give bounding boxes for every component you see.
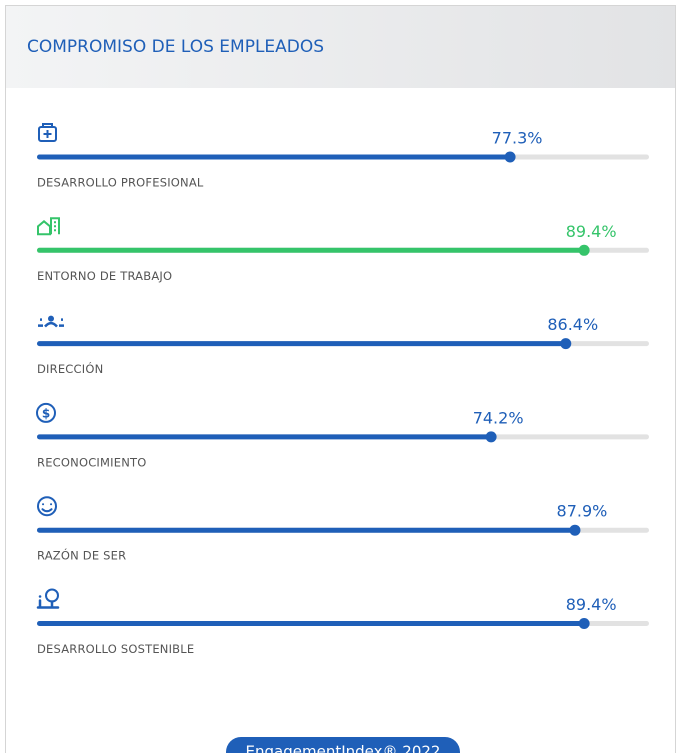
icon-shape: $	[42, 406, 50, 420]
metric-row: $74.2% RECONOCIMIENTO	[36, 402, 649, 469]
icon-shape	[36, 595, 60, 609]
metric-label: DIRECCIÓN	[37, 361, 103, 376]
card-title: COMPROMISO DE LOS EMPLEADOS	[27, 37, 324, 57]
card-header	[6, 6, 675, 88]
progress-bar	[37, 247, 585, 253]
progress-knob	[578, 244, 590, 256]
progress-knob	[504, 151, 516, 163]
icon-shape	[36, 402, 56, 423]
value-label: 86.4%	[547, 315, 598, 334]
progress-bar	[37, 621, 585, 626]
progress-bar	[37, 527, 575, 533]
value-label: 89.4%	[566, 595, 617, 614]
rows: 77.3% DESARROLLO PROFESIONAL 89.4% ENTORNO …	[36, 123, 649, 656]
progress-bar	[37, 341, 566, 347]
metric-row: 89.4% ENTORNO DE TRABAJO	[37, 217, 649, 283]
icon-shape	[38, 318, 64, 328]
metric-row: 86.4% DIRECCIÓN	[37, 315, 649, 376]
value-label: 74.2%	[473, 408, 524, 427]
footer-text: EngagementIndex® 2022	[246, 743, 441, 753]
metric-label: DESARROLLO SOSTENIBLE	[37, 642, 194, 656]
value-label: 77.3%	[492, 129, 543, 148]
icon-shape	[48, 315, 54, 322]
progress-knob	[485, 431, 497, 443]
icon-shape	[38, 126, 57, 142]
icon-shape	[37, 217, 60, 236]
metric-row: 89.4% DESARROLLO SOSTENIBLE	[36, 588, 649, 656]
icon-shape	[37, 496, 57, 517]
progress-knob	[578, 618, 590, 629]
progress-bar	[37, 154, 511, 160]
metric-row: 77.3% DESARROLLO PROFESIONAL	[37, 123, 649, 190]
progress-bar	[37, 434, 492, 440]
progress-knob	[560, 338, 572, 350]
metric-row: 87.9% RAZÓN DE SER	[37, 496, 649, 563]
metric-label: DESARROLLO PROFESIONAL	[37, 176, 204, 190]
metric-label: RAZÓN DE SER	[37, 548, 126, 563]
icon-shape	[41, 503, 53, 513]
card	[5, 5, 676, 753]
value-label: 89.4%	[566, 222, 617, 241]
metric-label: ENTORNO DE TRABAJO	[37, 269, 172, 283]
progress-knob	[569, 524, 581, 536]
icon-shape	[42, 123, 53, 138]
metric-label: RECONOCIMIENTO	[37, 455, 146, 469]
footer-badge	[226, 737, 460, 753]
value-label: 87.9%	[557, 502, 608, 521]
